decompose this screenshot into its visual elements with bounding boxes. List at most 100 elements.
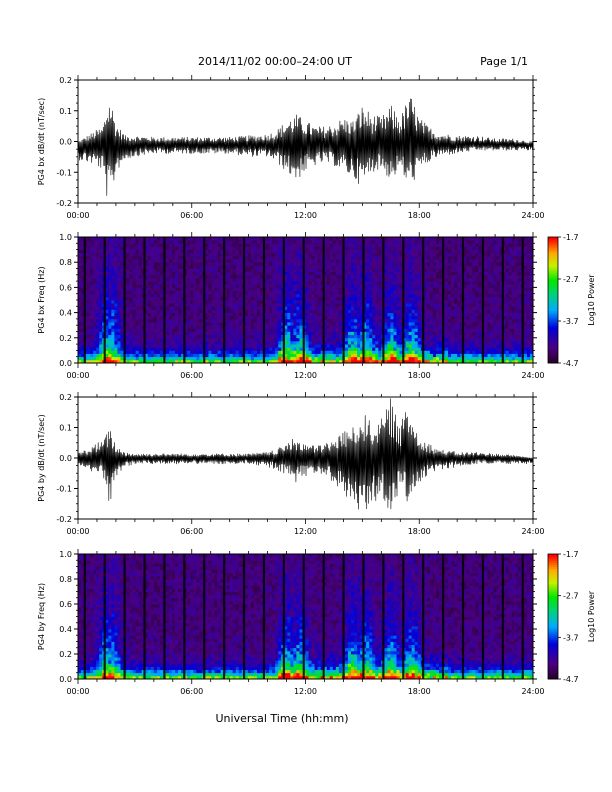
heatmap-cell [299,284,303,288]
heatmap-cell [332,353,337,358]
heatmap-cell [293,259,297,263]
heatmap-cell [438,315,443,320]
heatmap-cell [344,315,349,320]
heatmap-cell [323,356,328,361]
heatmap-cell [175,331,179,336]
heatmap-cell [256,318,261,323]
heatmap-cell [165,240,170,244]
heatmap-cell [138,265,143,269]
heatmap-cell [335,309,340,313]
heatmap-cell [278,287,282,291]
heatmap-cell [366,265,370,269]
heatmap-cell [129,265,133,269]
heatmap-cell [238,252,243,257]
heatmap-cell [314,312,319,317]
heatmap-cell [126,284,130,288]
heatmap-cell [126,309,130,313]
heatmap-cell [232,300,237,304]
heatmap-cell [226,303,231,307]
heatmap-cell [438,306,443,310]
heatmap-cell [232,259,237,263]
heatmap-cell [169,262,173,266]
heatmap-cell [214,337,218,342]
heatmap-cell [408,262,413,266]
heatmap-cell [445,306,449,310]
heatmap-cell [332,274,337,279]
heatmap-cell [429,303,434,307]
heatmap-cell [211,337,215,342]
heatmap-cell [429,312,434,317]
heatmap-cell [272,318,276,323]
heatmap-cell [332,350,337,354]
heatmap-cell [290,249,294,254]
heatmap-cell [369,350,373,354]
heatmap-cell [253,249,258,254]
heatmap-cell [266,293,270,298]
heatmap-cell [338,237,343,241]
heatmap-cell [390,259,394,263]
heatmap-cell [272,334,276,339]
heatmap-cell [435,309,440,313]
heatmap-cell [81,306,85,310]
heatmap-cell [244,277,249,282]
heatmap-cell [129,322,133,326]
heatmap-cell [293,340,297,345]
heatmap-cell [144,246,149,250]
heatmap-cell [87,309,91,313]
y-axis-title: PG4 bx dB/dt (nT/sec) [37,98,46,185]
heatmap-cell [190,353,194,358]
heatmap-cell [90,306,94,310]
heatmap-cell [323,268,328,273]
heatmap-cell [278,303,282,307]
heatmap-cell [187,243,191,247]
heatmap-cell [378,274,382,279]
heatmap-cell [390,268,394,273]
heatmap-cell [448,337,452,342]
heatmap-cell [178,337,182,342]
heatmap-cell [423,246,428,250]
heatmap-cell [117,309,121,313]
heatmap-cell [290,271,294,276]
heatmap-cell [326,325,331,329]
heatmap-cell [181,359,185,364]
heatmap-cell [399,265,403,269]
heatmap-cell [445,344,449,348]
heatmap-cell [81,249,85,254]
heatmap-cell [426,337,431,342]
heatmap-cell [153,262,158,266]
heatmap-cell [96,252,100,257]
heatmap-cell [269,309,273,313]
heatmap-cell [317,277,322,282]
heatmap-cell [87,337,91,342]
heatmap-cell [375,315,379,320]
heatmap-cell [205,296,209,301]
heatmap-cell [445,246,449,250]
heatmap-cell [308,284,312,288]
heatmap-cell [357,255,361,260]
heatmap-cell [190,300,194,304]
heatmap-cell [126,306,130,310]
heatmap-cell [138,262,143,266]
heatmap-cell [378,325,382,329]
heatmap-cell [372,318,376,323]
heatmap-cell [320,306,325,310]
heatmap-cell [220,274,224,279]
heatmap-cell [244,318,249,323]
heatmap-cell [311,271,315,276]
heatmap-cell [250,290,255,295]
heatmap-cell [153,240,158,244]
heatmap-cell [211,356,215,361]
heatmap-cell [153,318,158,323]
heatmap-cell [396,274,400,279]
heatmap-cell [253,328,258,332]
heatmap-cell [156,334,161,339]
heatmap-cell [247,322,252,326]
heatmap-cell [93,255,97,260]
heatmap-cell [323,293,328,298]
heatmap-cell [432,337,437,342]
heatmap-cell [311,334,315,339]
heatmap-cell [426,359,431,364]
heatmap-cell [220,246,224,250]
heatmap-cell [329,237,334,241]
heatmap-cell [308,255,312,260]
